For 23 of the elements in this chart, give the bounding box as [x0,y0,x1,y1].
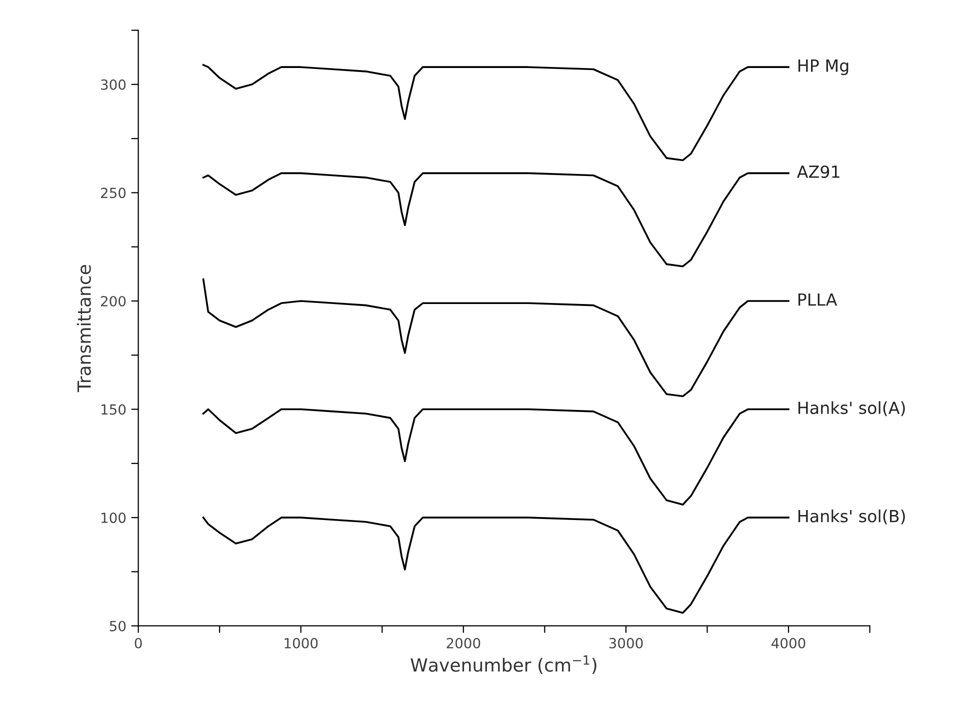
line-series [202,278,790,398]
x-tick-label: 0 [134,638,142,648]
series-label: HP Mg [798,60,848,76]
y-tick-label: 50 [110,620,126,632]
series-label: Hanks' sol(A) [798,401,905,416]
y-axis-title: Transmittance [76,265,91,392]
line-series [202,172,790,268]
x-axis-title: Wavenumber (cm$^{−1}$) [410,655,596,674]
y-tick-label: 250 [101,188,126,198]
series-label: Hanks' sol(B) [798,510,905,524]
x-tick-label: 3000 [609,638,643,648]
y-tick-label: 100 [102,512,126,524]
line-series [202,516,790,614]
line-series [202,64,790,162]
y-tick-label: 300 [101,79,126,90]
y-tick-label: 200 [101,296,126,306]
x-tick-label: 2000 [446,638,480,648]
x-tick-label: 4000 [772,638,806,648]
series-label: AZ91 [796,165,840,178]
series-label: PLLA [798,293,838,306]
x-tick-label: 1000 [284,638,318,648]
line-series [202,408,790,506]
y-tick-label: 150 [102,404,126,415]
